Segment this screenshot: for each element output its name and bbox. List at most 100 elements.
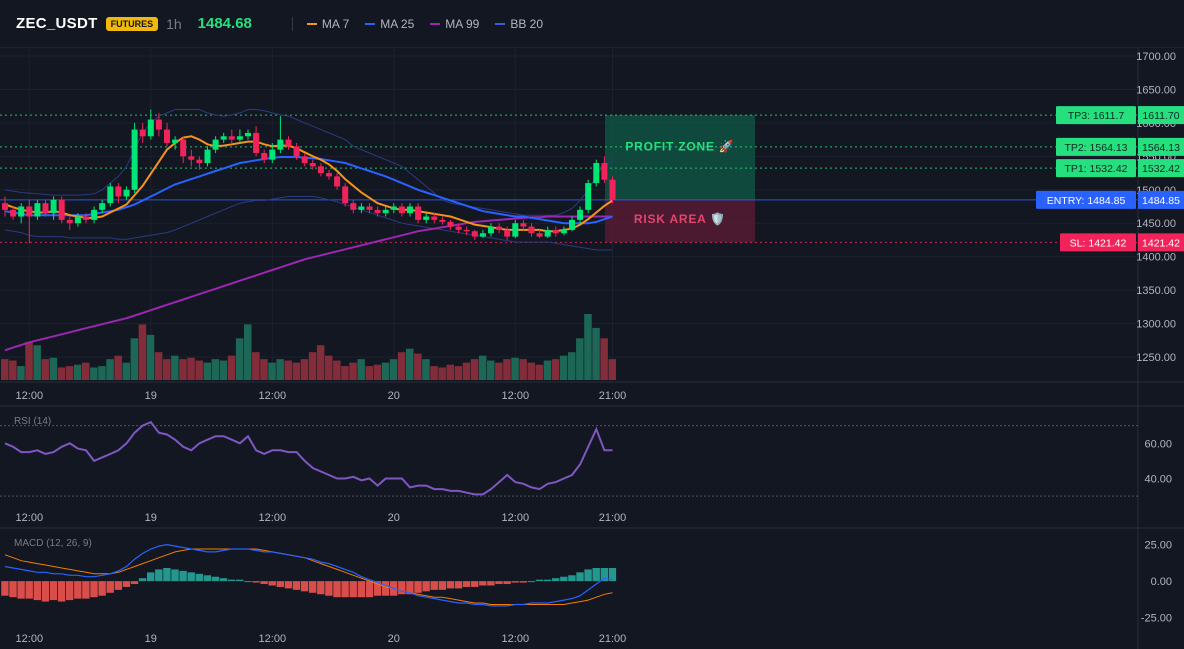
header-divider (291, 16, 293, 31)
volume-bar (268, 362, 276, 380)
volume-bar (227, 355, 236, 380)
macd-histogram-bar (41, 581, 50, 602)
price-tick-label: 1450.00 (1136, 218, 1176, 230)
volume-bar (495, 362, 503, 380)
macd-histogram-bar (454, 581, 463, 589)
symbol-name[interactable]: ZEC_USDT (16, 15, 98, 32)
volume-bar (179, 359, 187, 380)
legend-bb20-swatch (495, 22, 506, 25)
time-tick-label: 12:00 (16, 633, 44, 645)
volume-bar (341, 366, 349, 380)
tp1-tag-label: TP1: 1532.42 (1064, 163, 1127, 175)
volume-bar (1, 359, 9, 380)
macd-histogram-bar (17, 581, 25, 599)
candle-body (212, 139, 219, 150)
macd-histogram-bar (495, 581, 503, 585)
candle-body (528, 226, 535, 234)
volume-bar (41, 359, 49, 380)
candle-body (447, 221, 454, 227)
legend-bb20-label: BB 20 (510, 16, 544, 31)
volume-bar (300, 359, 309, 380)
volume-bar (114, 355, 122, 380)
volume-bar (511, 357, 519, 380)
time-tick-label: 21:00 (599, 512, 627, 524)
candle-body (74, 216, 81, 224)
macd-histogram-bar (260, 581, 268, 585)
candle-body (245, 132, 251, 137)
macd-histogram-bar (49, 581, 58, 601)
volume-bar (292, 362, 301, 380)
time-tick-label: 20 (388, 390, 400, 402)
candle-body (415, 206, 422, 220)
macd-histogram-bar (244, 581, 252, 583)
volume-bar (235, 338, 244, 380)
macd-histogram-bar (130, 581, 139, 585)
volume-bar (276, 359, 284, 380)
candle-body (398, 206, 405, 214)
bb-upper-line (4, 109, 613, 216)
macd-histogram-bar (446, 581, 455, 589)
volume-bar (462, 362, 471, 380)
candle-body (228, 136, 235, 140)
volume-bar (154, 352, 163, 380)
legend-ma25[interactable]: MA 25 (365, 17, 414, 31)
macd-histogram-bar (471, 581, 479, 587)
macd-histogram-bar (487, 581, 495, 586)
macd-histogram-bar (608, 567, 617, 582)
volume-bar (543, 360, 552, 380)
legend-ma7-label: MA 7 (321, 16, 350, 31)
macd-histogram-bar (503, 581, 511, 585)
macd-histogram-bar (552, 578, 560, 582)
macd-histogram-bar (325, 581, 333, 596)
candle-body (91, 209, 98, 220)
legend-ma7[interactable]: MA 7 (306, 16, 350, 31)
price-tick-label: 1650.00 (1136, 84, 1176, 96)
tp2-tag-label: TP2: 1564.13 (1064, 142, 1127, 154)
macd-histogram-bar (203, 575, 212, 582)
candle-body (382, 209, 389, 214)
candle-body (66, 219, 73, 224)
volume-bar (430, 366, 438, 380)
entry-axis-tag (1138, 190, 1184, 209)
legend-ma25-label: MA 25 (380, 16, 415, 31)
time-tick-label: 19 (145, 512, 157, 524)
rsi-tick-label: 60.00 (1144, 438, 1172, 450)
legend-bb20[interactable]: BB 20 (495, 17, 543, 31)
volume-bar (333, 360, 341, 380)
macd-histogram-bar (398, 581, 406, 595)
candle-body (317, 166, 324, 174)
candle-body (261, 152, 268, 160)
volume-bar (82, 362, 90, 380)
macd-histogram-bar (527, 581, 536, 583)
volume-bar (187, 357, 195, 380)
volume-bar (90, 367, 98, 380)
candle-body (439, 219, 446, 222)
legend-ma99-swatch (430, 22, 441, 25)
macd-histogram-bar (365, 581, 374, 598)
timeframe-label[interactable]: 1h (166, 15, 182, 32)
candle-body (293, 146, 300, 157)
volume-bar (406, 348, 414, 380)
sl-axis-tag (1138, 233, 1184, 252)
macd-histogram-bar (195, 573, 203, 582)
time-tick-label: 21:00 (599, 633, 627, 645)
tp3-tag (1056, 106, 1136, 125)
volume-bar (49, 357, 58, 380)
price-tick-label: 1300.00 (1136, 319, 1176, 331)
macd-line (4, 543, 613, 607)
tp1-tag (1056, 159, 1136, 178)
candle-body (520, 223, 527, 227)
sl-tag-label: SL: 1421.42 (1070, 237, 1127, 249)
candle-body (431, 216, 438, 220)
macd-histogram-bar (600, 567, 608, 582)
time-tick-label: 20 (388, 512, 400, 524)
volume-bar (527, 362, 535, 380)
volume-bar (98, 366, 106, 380)
macd-histogram-bar (1, 581, 9, 596)
chart-canvas[interactable]: PROFIT ZONE 🚀 RISK AREA 🛡️ 1250.00 1300.00 1… (0, 48, 1184, 649)
candle-body (220, 136, 227, 140)
time-tick-label: 21:00 (599, 390, 627, 402)
legend-ma99[interactable]: MA 99 (430, 17, 479, 31)
macd-histogram-bar (106, 581, 114, 593)
macd-histogram-bar (333, 581, 341, 598)
